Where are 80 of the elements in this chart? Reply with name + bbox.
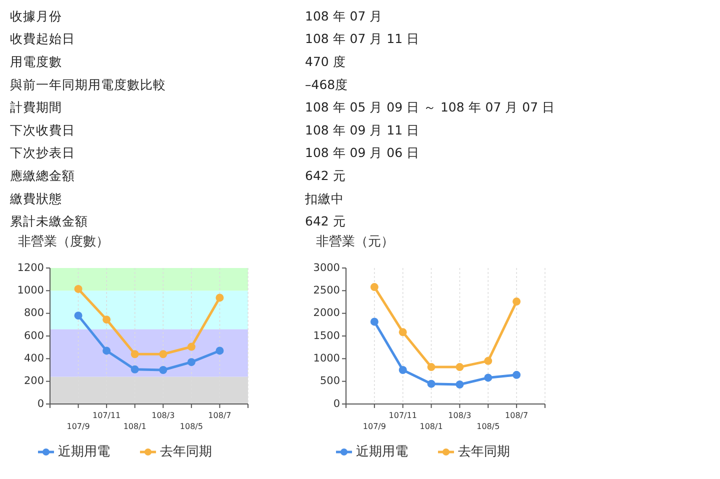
x-tick-label: 108/5 — [180, 422, 203, 432]
point — [484, 356, 492, 365]
x-tick-label: 108/3 — [152, 411, 175, 420]
point — [427, 363, 436, 372]
x-tick-label: 108/1 — [123, 422, 146, 432]
text: 108 年 07 月 11 日 — [305, 31, 420, 46]
point — [102, 346, 111, 355]
legend-label: 去年同期 — [458, 444, 510, 460]
text: 繳費狀態 — [9, 190, 62, 206]
y-tick-label: 0 — [37, 398, 44, 410]
text: 642 元 — [305, 214, 346, 229]
legend-label: 近期用電 — [58, 444, 110, 460]
point — [370, 318, 378, 326]
text: 108 年 09 月 11 日 — [305, 122, 420, 138]
y-tick-label: 1000 — [313, 352, 340, 365]
x-tick-label: 107/9 — [362, 422, 386, 432]
y-tick-label: 600 — [24, 330, 44, 342]
text: 累計未繳金額 — [10, 214, 88, 229]
point — [370, 283, 378, 292]
x-tick-label: 107/9 — [66, 422, 90, 432]
y-tick-label: 1500 — [313, 330, 340, 342]
y-tick-label: 0 — [333, 398, 340, 410]
point — [484, 374, 492, 382]
x-tick-label: 108/7 — [505, 411, 528, 420]
point — [398, 366, 407, 374]
text: 下次收費日 — [10, 122, 75, 138]
text: 扣繳中 — [304, 190, 344, 206]
text: 應繳總金額 — [10, 168, 75, 184]
legend-item: 去年同期 — [140, 444, 212, 460]
text: 用電度數 — [10, 54, 62, 70]
chart-title: 非營業（度數） — [18, 234, 109, 250]
point — [398, 328, 407, 336]
y-tick-label: 800 — [24, 307, 44, 320]
point — [159, 350, 168, 358]
text: 642 元 — [305, 168, 346, 184]
point — [74, 284, 82, 293]
text: 收據月份 — [10, 8, 62, 24]
point — [130, 365, 139, 374]
legend-item: 去年同期 — [438, 444, 510, 460]
y-tick-label: 1000 — [17, 284, 44, 297]
point — [74, 312, 82, 320]
x-tick-label: 107/11 — [388, 411, 417, 420]
point — [456, 380, 464, 389]
point — [512, 370, 521, 379]
y-tick-label: 400 — [24, 352, 44, 365]
point — [216, 294, 224, 302]
y-tick-label: 200 — [24, 375, 44, 388]
text: 下次抄表日 — [10, 145, 75, 160]
x-tick-label: 107/11 — [92, 411, 121, 420]
text: 108 年 09 月 06 日 — [305, 145, 420, 160]
point — [187, 342, 196, 351]
x-tick-label: 108/7 — [208, 411, 232, 420]
point — [427, 380, 436, 388]
point — [159, 366, 168, 374]
y-tick-label: 2000 — [313, 307, 340, 320]
text: 108 年 05 月 09 日 ～ 108 年 07 月 07 日 — [305, 100, 556, 115]
x-tick-label: 108/5 — [476, 422, 500, 432]
legend-item: 近期用電 — [336, 444, 408, 460]
point — [130, 350, 139, 358]
point — [216, 346, 224, 355]
chart-title: 非營業（元） — [316, 234, 394, 250]
y-tick-label: 2500 — [313, 284, 340, 297]
text: 計費期間 — [10, 100, 62, 115]
point — [456, 363, 464, 372]
legend-label: 去年同期 — [160, 444, 212, 460]
text: 470 度 — [305, 54, 346, 70]
text: 與前一年同期用電度數比較 — [10, 76, 166, 92]
x-tick-label: 108/3 — [448, 411, 472, 420]
y-tick-label: 3000 — [313, 262, 340, 274]
y-tick-label: 500 — [320, 375, 340, 388]
x-tick-label: 108/1 — [420, 422, 443, 432]
legend-label: 近期用電 — [356, 444, 408, 460]
text: –468度 — [305, 76, 348, 92]
point — [512, 298, 521, 306]
text: 收費起始日 — [10, 31, 75, 46]
point — [102, 316, 111, 324]
y-tick-label: 1200 — [17, 262, 44, 274]
point — [187, 358, 196, 366]
text: 108 年 07 月 — [305, 8, 383, 24]
legend-item: 近期用電 — [38, 444, 110, 460]
